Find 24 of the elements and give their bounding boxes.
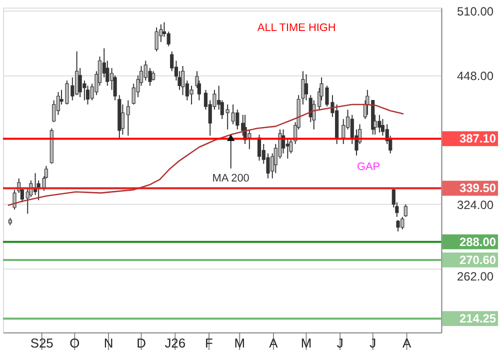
annotation: GAP: [356, 160, 380, 173]
x-tick-label: A: [269, 335, 278, 350]
ref-line-label: 387.10: [460, 132, 496, 146]
ref-line-label: 214.25: [460, 312, 496, 326]
x-tick-label: J: [336, 335, 344, 350]
x-tick-label: N: [104, 335, 114, 350]
x-tick-label: M: [300, 335, 312, 350]
x-tick-label: A: [402, 335, 412, 350]
x-tick-label: F: [205, 335, 214, 350]
annotation: MA 200: [212, 172, 250, 184]
y-tick-label: 510.00: [457, 4, 494, 18]
ref-line-label: 339.50: [460, 181, 496, 196]
annotation: ALL TIME HIGH: [257, 22, 336, 34]
ref-line-label: 288.00: [460, 234, 496, 249]
ref-line-label: 270.60: [460, 252, 496, 267]
x-tick-label: D: [136, 335, 146, 350]
y-tick-label: 448.00: [457, 68, 494, 83]
x-tick-label: M: [234, 335, 245, 350]
x-tick-label: S25: [30, 335, 54, 350]
y-tick-label: 324.00: [457, 198, 494, 212]
x-tick-label: J: [370, 335, 376, 350]
y-tick-label: 262.00: [457, 269, 494, 284]
x-tick-label: O: [70, 335, 80, 350]
x-tick-label: J26: [164, 335, 186, 350]
